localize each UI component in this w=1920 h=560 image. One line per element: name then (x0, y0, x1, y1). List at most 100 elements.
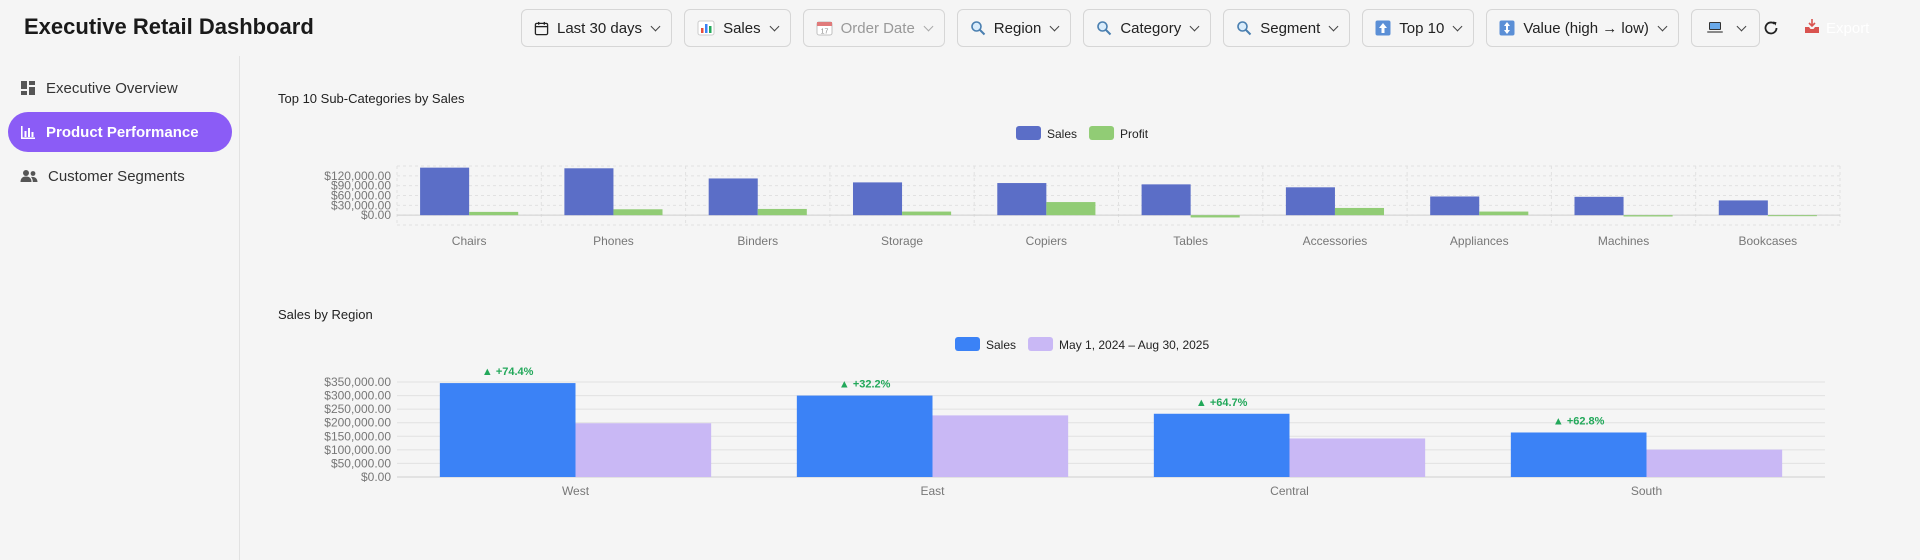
delta-annotation: ▲ +74.4% (482, 366, 534, 378)
delta-annotation: ▲ +62.8% (1553, 415, 1605, 427)
sidebar-item-customer-segments[interactable]: Customer Segments (8, 156, 232, 196)
chart-title-sales-by-region: Sales by Region (278, 307, 373, 322)
y-tick-label: $150,000.00 (324, 429, 391, 443)
delta-annotation: ▲ +32.2% (839, 379, 891, 391)
x-tick-label: Bookcases (1738, 234, 1797, 248)
bar-secondary (1190, 215, 1240, 218)
sort-filter[interactable]: Value (high → low) (1486, 9, 1679, 47)
sales-by-region-chart: Sales May 1, 2024 – Aug 30, 2025 $350,000.… (324, 337, 1825, 498)
y-tick-label: $250,000.00 (324, 402, 391, 416)
category-filter[interactable]: Category (1083, 9, 1212, 47)
sidebar: Executive Overview Product Performance C… (0, 56, 240, 560)
legend-label: May 1, 2024 – Aug 30, 2025 (1059, 338, 1209, 352)
bar-secondary (1623, 215, 1673, 217)
device-filter[interactable] (1690, 9, 1760, 47)
bar-primary (1141, 184, 1191, 216)
x-tick-label: East (920, 484, 945, 498)
chart-title-top-subcategories: Top 10 Sub-Categories by Sales (278, 91, 465, 106)
x-tick-label: Accessories (1303, 234, 1368, 248)
top-bar: Executive Retail Dashboard Last 30 days … (0, 0, 1920, 56)
chevron-down-icon (1736, 21, 1747, 31)
chevron-down-icon (1328, 21, 1339, 31)
x-tick-label: Chairs (452, 234, 487, 248)
bar-primary (852, 182, 903, 216)
x-tick-label: Machines (1598, 234, 1649, 248)
bar-primary (439, 383, 576, 477)
x-tick-label: Storage (881, 234, 923, 248)
top-subcategories-chart: Sales Profit $120,000.00$90,000.00$60,000.… (324, 126, 1841, 248)
bar-chart-icon (21, 126, 35, 139)
sidebar-item-product-performance[interactable]: Product Performance (8, 112, 232, 152)
bar-primary (1574, 196, 1624, 216)
bar-primary (1285, 187, 1335, 216)
region-filter[interactable]: Region (956, 9, 1072, 47)
y-tick-label: $60,000.00 (331, 189, 391, 203)
x-tick-label: Copiers (1026, 234, 1067, 248)
segment-label: Segment (1260, 19, 1321, 37)
bar-secondary (757, 208, 807, 216)
x-tick-label: Tables (1173, 234, 1208, 248)
sidebar-item-label: Customer Segments (48, 167, 185, 185)
sort-arrows-icon (1499, 20, 1515, 36)
date-range-filter[interactable]: Last 30 days (521, 9, 673, 47)
bar-primary (1510, 432, 1647, 477)
bar-secondary (1046, 202, 1096, 216)
dashboard-icon (21, 81, 35, 95)
legend-swatch (955, 337, 980, 351)
segment-filter[interactable]: Segment (1223, 9, 1351, 47)
export-label: Export (1826, 19, 1870, 37)
legend-swatch (1016, 126, 1041, 140)
bar-primary (708, 178, 758, 216)
svg-text:17: 17 (820, 29, 828, 36)
bar-secondary (613, 209, 663, 216)
chevron-down-icon (1657, 21, 1668, 31)
y-tick-label: $90,000.00 (331, 179, 391, 193)
date-field-filter[interactable]: 17 Order Date (802, 9, 945, 47)
bar-secondary (1289, 438, 1426, 477)
chevron-down-icon (1452, 21, 1463, 31)
y-tick-label: $200,000.00 (324, 416, 391, 430)
bar-primary (564, 168, 614, 216)
refresh-button[interactable] (1758, 15, 1784, 41)
bar-primary (420, 167, 470, 216)
chevron-down-icon (1189, 21, 1200, 31)
sidebar-item-label: Executive Overview (46, 79, 178, 97)
users-icon (20, 170, 38, 182)
app-title: Executive Retail Dashboard (24, 14, 314, 39)
sort-label: Value (high → low) (1523, 19, 1649, 37)
top-arrow-icon (1375, 20, 1391, 36)
delta-annotation: ▲ +64.7% (1196, 397, 1248, 409)
metric-label: Sales (723, 19, 761, 37)
chevron-down-icon (769, 21, 780, 31)
bar-secondary (1334, 207, 1385, 216)
chevron-down-icon (923, 21, 934, 31)
x-tick-label: Central (1270, 484, 1309, 498)
bar-primary (997, 183, 1047, 216)
legend-label: Profit (1120, 127, 1149, 141)
metric-filter[interactable]: Sales (684, 9, 791, 47)
bar-secondary (1767, 215, 1817, 217)
inbox-tray-icon (1804, 18, 1820, 38)
x-tick-label: West (562, 484, 590, 498)
y-tick-label: $120,000.00 (324, 169, 391, 183)
sidebar-item-executive-overview[interactable]: Executive Overview (8, 68, 232, 108)
region-label: Region (993, 19, 1042, 37)
chevron-down-icon (650, 21, 661, 31)
bar-primary (1430, 196, 1480, 216)
x-tick-label: Binders (737, 234, 778, 248)
y-tick-label: $50,000.00 (331, 456, 391, 470)
search-icon (1236, 20, 1252, 36)
bar-secondary (1479, 211, 1529, 216)
y-tick-label: $30,000.00 (331, 198, 391, 212)
chevron-down-icon (1049, 21, 1060, 31)
legend-swatch (1089, 126, 1115, 140)
bar-secondary (902, 211, 952, 216)
bar-secondary (932, 415, 1069, 477)
top-n-label: Top 10 (1399, 19, 1445, 37)
y-tick-label: $350,000.00 (324, 375, 391, 389)
top-n-filter[interactable]: Top 10 (1362, 9, 1475, 47)
y-tick-label: $0.00 (361, 208, 391, 222)
y-tick-label: $100,000.00 (324, 443, 391, 457)
export-button[interactable]: Export (1804, 16, 1869, 40)
search-icon (1096, 20, 1112, 36)
